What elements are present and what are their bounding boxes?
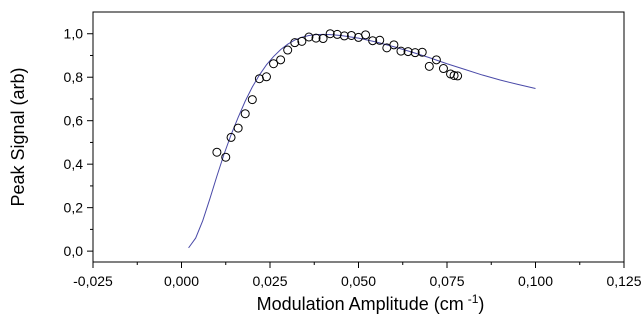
data-point: [396, 46, 406, 56]
data-point: [361, 30, 371, 40]
data-point: [346, 30, 356, 40]
y-tick-label: 0,0: [64, 243, 84, 259]
data-point: [453, 71, 463, 81]
data-point: [318, 34, 328, 44]
data-point: [410, 48, 420, 58]
data-point: [297, 36, 307, 46]
x-tick-label: -0,025: [73, 273, 113, 289]
data-point: [226, 132, 236, 142]
y-tick-label: 0,2: [64, 200, 84, 216]
data-point: [247, 95, 257, 105]
data-point: [389, 40, 399, 50]
data-point: [431, 55, 441, 65]
y-axis-title: Peak Signal (arb): [8, 67, 28, 206]
fit-line: [188, 33, 536, 249]
data-point: [417, 47, 427, 57]
data-point: [325, 29, 335, 39]
y-tick-label: 0,4: [64, 156, 84, 172]
x-axis-title-close: ): [478, 294, 484, 314]
data-point: [339, 31, 349, 41]
data-point: [403, 47, 413, 57]
data-point: [283, 45, 293, 55]
y-tick-label: 1,0: [64, 26, 84, 42]
data-point: [304, 32, 314, 42]
x-tick-label: 0,025: [252, 273, 287, 289]
data-point: [269, 59, 279, 69]
data-point: [212, 147, 222, 157]
plot-area: [188, 29, 536, 249]
data-point: [438, 64, 448, 74]
plot-frame: [92, 11, 625, 263]
x-tick-label: 0,050: [341, 273, 376, 289]
data-point: [424, 61, 434, 71]
data-point: [332, 29, 342, 39]
x-axis-title-superscript: -1: [468, 292, 479, 306]
x-axis: -0,025 0,000 0,025 0,050 0,075 0,100 0,125: [73, 262, 641, 289]
data-point: [254, 74, 264, 84]
data-point: [233, 123, 243, 133]
y-tick-label: 0,8: [64, 69, 84, 85]
data-point: [368, 36, 378, 46]
x-tick-label: 0,000: [164, 273, 199, 289]
x-axis-title: Modulation Amplitude (cm -1): [257, 292, 485, 314]
y-tick-label: 0,6: [64, 113, 84, 129]
x-tick-label: 0,075: [429, 273, 464, 289]
data-point: [375, 35, 385, 45]
x-axis-title-main: Modulation Amplitude (cm: [257, 294, 464, 314]
data-point: [449, 70, 459, 80]
data-point: [240, 109, 250, 119]
data-point: [221, 152, 231, 162]
data-point: [276, 55, 286, 65]
y-axis: 0,0 0,2 0,4 0,6 0,8 1,0: [64, 26, 93, 259]
data-point: [311, 33, 321, 43]
x-tick-label: 0,125: [606, 273, 641, 289]
data-point: [290, 38, 300, 48]
x-tick-label: 0,100: [518, 273, 553, 289]
data-point: [261, 72, 271, 82]
